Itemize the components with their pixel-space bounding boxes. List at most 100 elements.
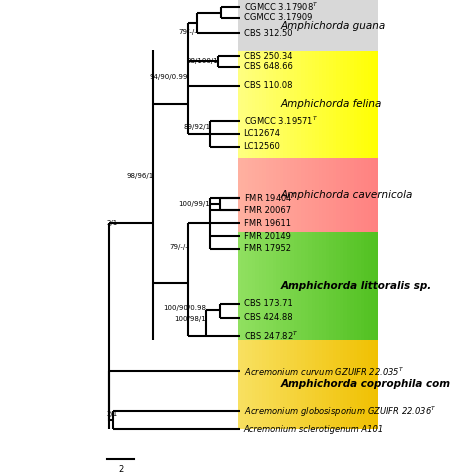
Bar [357,232,361,340]
Bar [343,232,347,340]
Bar [311,0,315,51]
Bar [280,0,283,51]
Bar [252,340,255,429]
Bar [347,157,351,232]
Text: CBS 424.88: CBS 424.88 [244,313,292,322]
Text: LC12560: LC12560 [244,142,281,151]
Text: CBS 110.08: CBS 110.08 [244,82,292,91]
Bar [294,157,298,232]
Bar [354,51,358,157]
Bar [354,0,358,51]
Bar [326,232,329,340]
Text: 98/100/1: 98/100/1 [187,58,219,64]
Bar [311,157,315,232]
Bar [372,232,375,340]
Bar [340,340,344,429]
Bar [311,51,315,157]
Bar [259,340,263,429]
Bar [241,340,245,429]
Bar [372,51,375,157]
Bar [273,51,277,157]
Bar [269,232,273,340]
Bar [304,157,309,232]
Text: 2/1: 2/1 [106,220,118,226]
Bar [273,157,277,232]
Text: Amphichorda guana: Amphichorda guana [281,21,386,31]
Bar [315,0,319,51]
Bar [365,232,368,340]
Bar [333,340,337,429]
Bar [269,157,273,232]
Bar [336,157,340,232]
Text: CBS 173.71: CBS 173.71 [244,300,292,309]
Bar [368,157,372,232]
Bar [375,51,379,157]
Bar [273,340,277,429]
Bar [294,0,298,51]
Bar [361,157,365,232]
Bar [308,0,312,51]
Text: 79/-/-: 79/-/- [178,29,197,35]
Bar [241,157,245,232]
Bar [304,0,309,51]
Bar [368,51,372,157]
Bar [329,157,333,232]
Text: Amphichorda felina: Amphichorda felina [281,100,382,109]
Bar [340,157,344,232]
Bar [283,232,287,340]
Bar [315,51,319,157]
Bar [291,232,294,340]
Bar [298,232,301,340]
Bar [241,0,245,51]
Bar [357,0,361,51]
Bar [329,51,333,157]
Bar [326,157,329,232]
Bar [326,340,329,429]
Bar [248,340,252,429]
Bar [350,232,354,340]
Bar [276,157,280,232]
Bar [336,340,340,429]
Bar [343,51,347,157]
Bar [326,51,329,157]
Bar [322,340,326,429]
Bar [301,232,305,340]
Bar [322,0,326,51]
Bar [287,157,291,232]
Text: 2: 2 [118,465,124,474]
Bar [368,0,372,51]
Bar [252,157,255,232]
Bar [343,0,347,51]
Bar [372,157,375,232]
Text: FMR 17952: FMR 17952 [244,245,291,254]
Bar [347,0,351,51]
Text: CBS 648.66: CBS 648.66 [244,63,292,72]
Text: CBS 247.82$^T$: CBS 247.82$^T$ [244,329,298,342]
Bar [350,157,354,232]
Bar [329,340,333,429]
Bar [287,0,291,51]
Bar [308,340,312,429]
Bar [333,232,337,340]
Bar [283,340,287,429]
Bar [361,232,365,340]
Text: 94/90/0.99: 94/90/0.99 [150,74,188,80]
Bar [301,157,305,232]
Text: 79/-/-: 79/-/- [169,244,188,250]
Bar [262,232,266,340]
Bar [248,232,252,340]
Bar [326,0,329,51]
Text: 100/98/1: 100/98/1 [174,316,206,322]
Bar [276,232,280,340]
Bar [322,157,326,232]
Bar [262,340,266,429]
Text: 2/1: 2/1 [106,411,118,417]
Text: CBS 250.34: CBS 250.34 [244,52,292,61]
Bar [269,0,273,51]
Bar [291,0,294,51]
Bar [298,51,301,157]
Bar [315,232,319,340]
Bar [375,340,379,429]
Text: Acremonium sclerotigenum A101: Acremonium sclerotigenum A101 [244,425,384,434]
Bar [333,157,337,232]
